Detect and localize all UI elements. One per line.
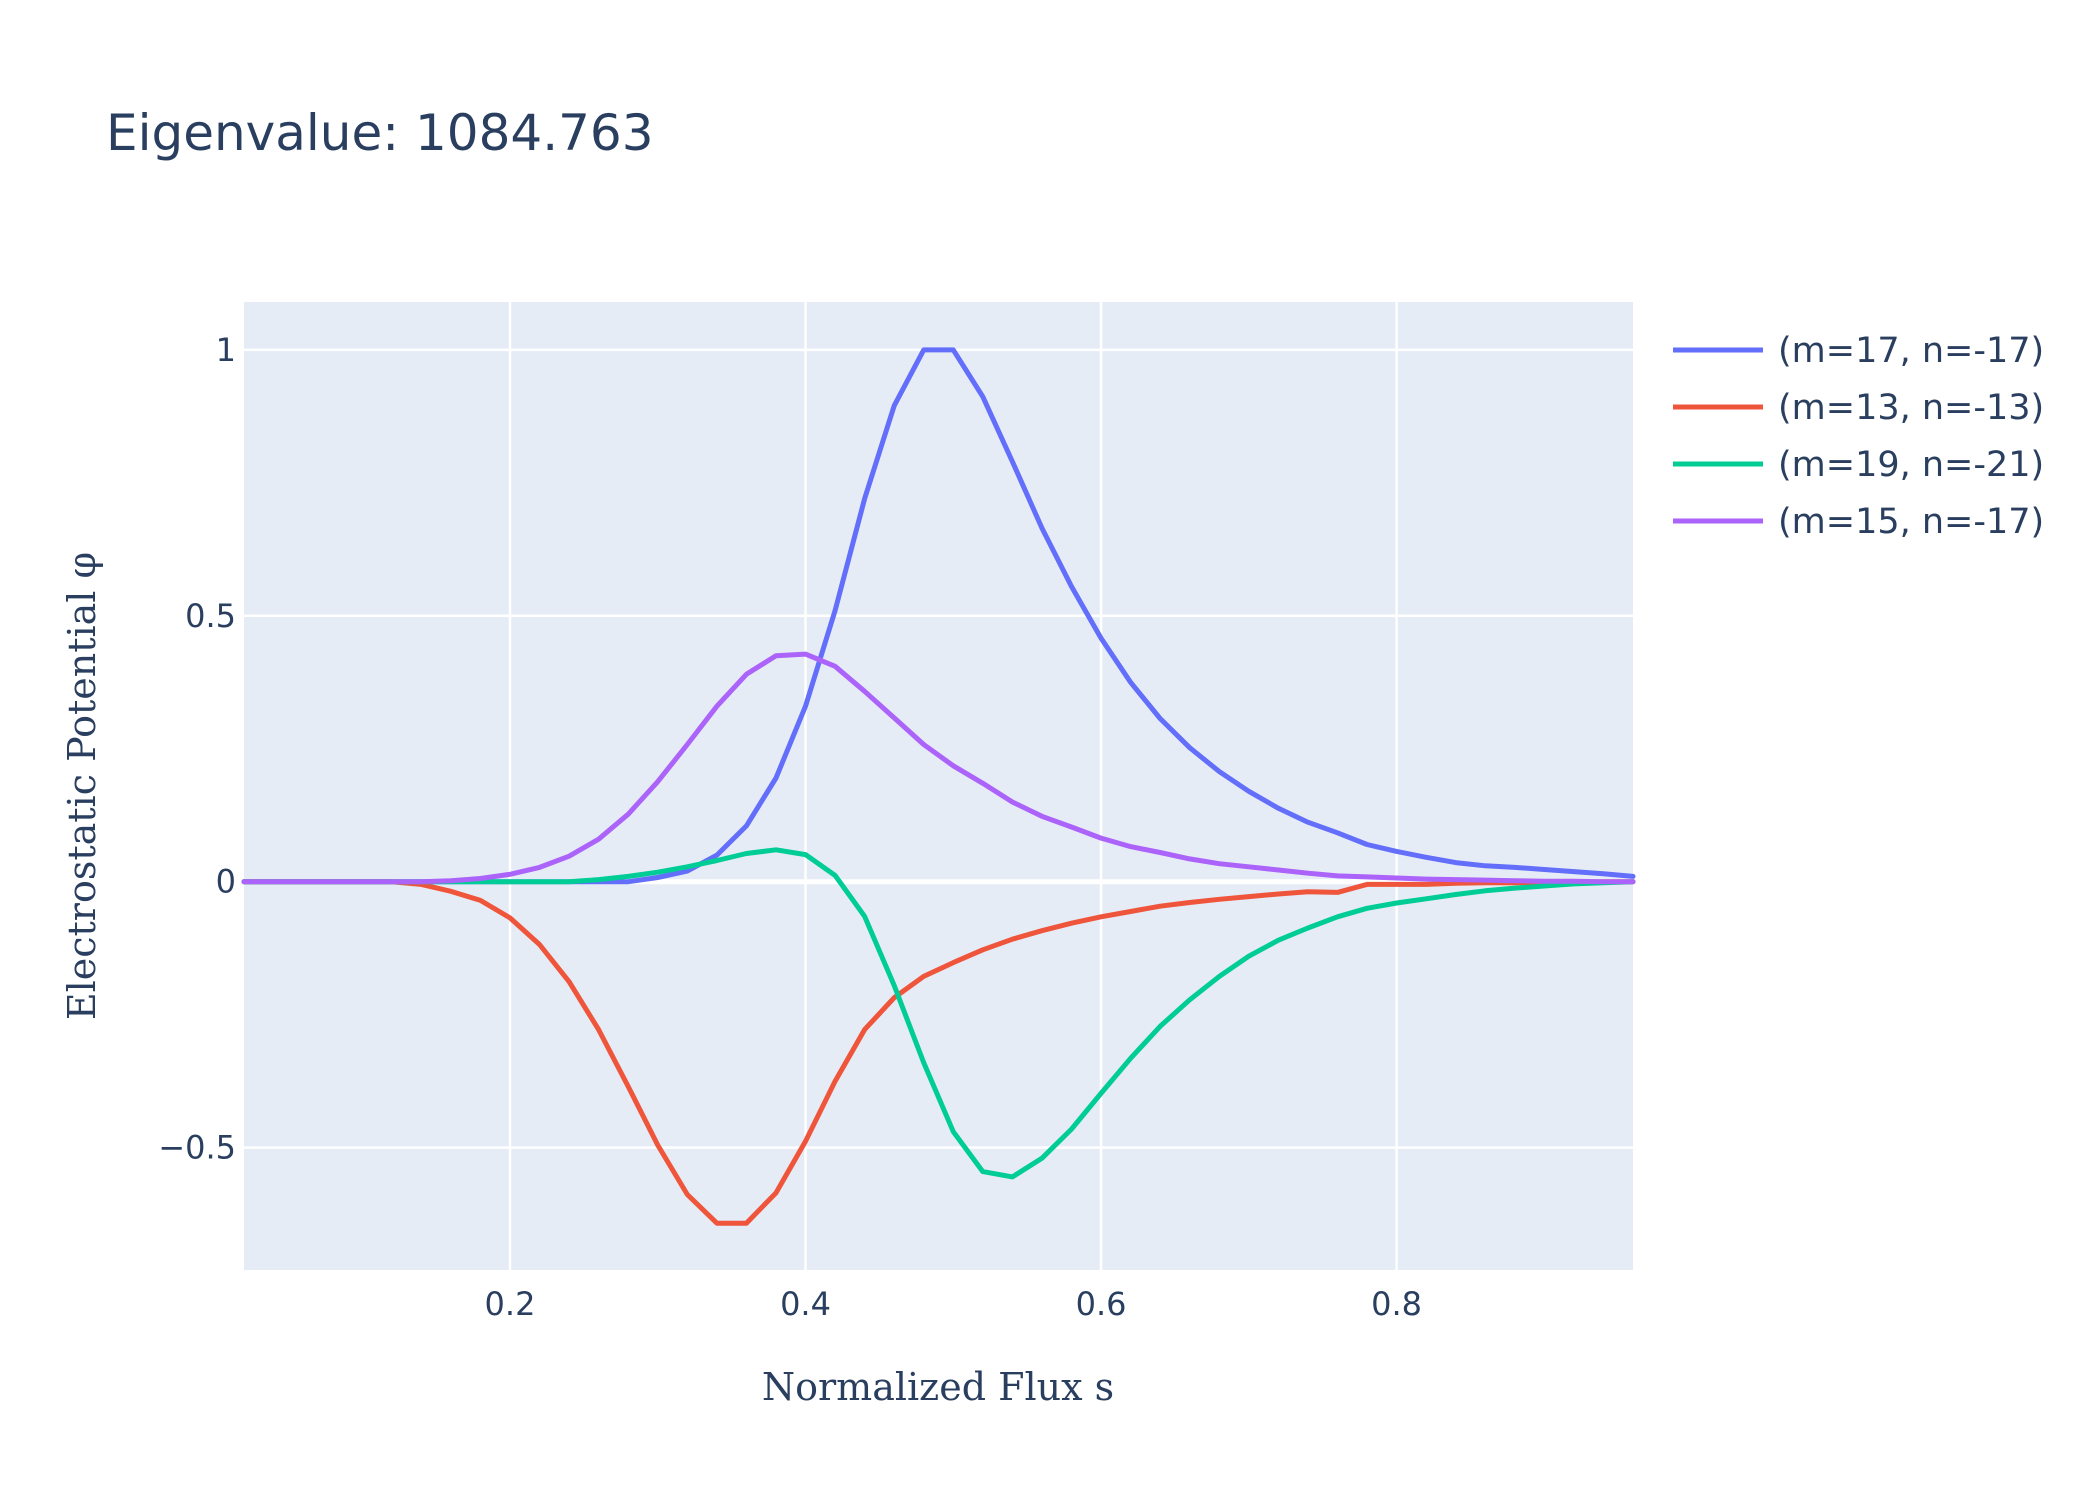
legend-label: (m=13, n=-13) xyxy=(1778,388,2044,428)
chart-title: Eigenvalue: 1084.763 xyxy=(106,104,654,162)
x-tick-label: 0.6 xyxy=(1076,1285,1127,1323)
y-tick-label: 0 xyxy=(216,863,236,901)
x-tick-label: 0.2 xyxy=(485,1285,536,1323)
plot-area xyxy=(244,302,1633,1270)
series-line-3 xyxy=(241,847,1636,1180)
legend-item-2[interactable]: (m=13, n=-13) xyxy=(1673,388,2044,428)
series-group xyxy=(241,347,1636,1226)
y-tick-label: 0.5 xyxy=(185,597,236,635)
x-tick-label: 0.4 xyxy=(780,1285,831,1323)
y-axis-label: Electrostatic Potential φ xyxy=(60,552,104,1020)
y-tick-label: 1 xyxy=(216,331,236,369)
legend-label: (m=19, n=-21) xyxy=(1778,445,2044,485)
legend-label: (m=17, n=-17) xyxy=(1778,331,2044,371)
legend-item-4[interactable]: (m=15, n=-17) xyxy=(1673,502,2044,542)
x-tick-labels: 0.2 0.4 0.6 0.8 xyxy=(485,1285,1422,1323)
legend-item-1[interactable]: (m=17, n=-17) xyxy=(1673,331,2044,371)
series-line-4 xyxy=(241,651,1636,885)
y-tick-labels: 1 0.5 0 −0.5 xyxy=(158,331,236,1167)
legend[interactable]: (m=17, n=-17) (m=13, n=-13) (m=19, n=-21) (… xyxy=(1673,331,2044,542)
legend-label: (m=15, n=-17) xyxy=(1778,502,2044,542)
y-tick-label: −0.5 xyxy=(158,1129,236,1167)
x-axis-label: Normalized Flux s xyxy=(762,1365,1114,1409)
x-tick-label: 0.8 xyxy=(1371,1285,1422,1323)
series-line-2 xyxy=(241,879,1636,1226)
legend-item-3[interactable]: (m=19, n=-21) xyxy=(1673,445,2044,485)
